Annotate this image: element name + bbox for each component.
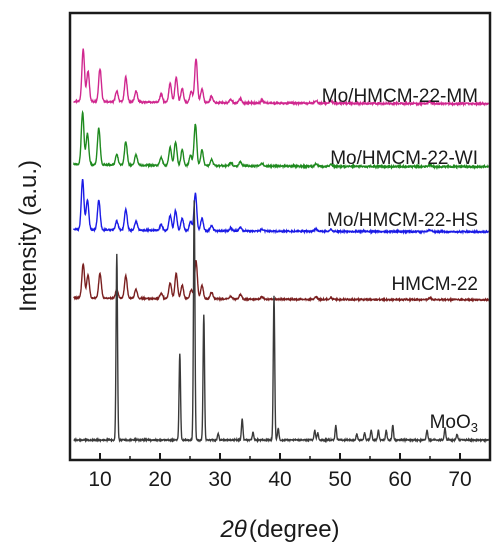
series-line — [73, 260, 490, 304]
series-line — [73, 200, 490, 444]
series-label: MoO3 — [430, 412, 478, 435]
x-tick-label: 70 — [448, 468, 471, 491]
x-tick-label: 50 — [328, 468, 351, 491]
x-tick-label: 40 — [268, 468, 291, 491]
series-label-text: Mo/HMCM-22-MM — [322, 86, 478, 107]
x-tick-label: 10 — [88, 468, 111, 491]
series-line — [72, 109, 489, 171]
series-label: Mo/HMCM-22-HS — [327, 210, 478, 231]
series-line — [72, 178, 490, 235]
series-label-text: HMCM-22 — [391, 274, 478, 295]
traces — [72, 48, 490, 444]
series-label-subscript: 3 — [471, 420, 478, 435]
x-tick-label: 30 — [208, 468, 231, 491]
series-line — [73, 48, 490, 108]
series-label: Mo/HMCM-22-WI — [330, 148, 478, 169]
x-axis-title: 2θ(degree) — [219, 516, 339, 543]
series-label: Mo/HMCM-22-MM — [322, 86, 478, 107]
x-tick-label: 20 — [148, 468, 171, 491]
series-labels: Mo/HMCM-22-MM Mo/HMCM-22-WI Mo/HMCM-22-HS H… — [322, 86, 478, 435]
x-axis-unit: (degree) — [249, 516, 340, 543]
series-label-text: Mo/HMCM-22-HS — [327, 210, 478, 231]
series-label: HMCM-22 — [391, 274, 478, 295]
y-axis-title: Intensity (a.u.) — [15, 160, 42, 312]
series-label-text: Mo/HMCM-22-WI — [330, 148, 478, 169]
x-tick-label: 60 — [388, 468, 411, 491]
x-axis-symbol: 2θ — [219, 516, 246, 543]
x-axis-ticks: 10 20 30 40 50 60 70 — [69, 453, 491, 491]
series-label-text: MoO — [430, 412, 471, 433]
